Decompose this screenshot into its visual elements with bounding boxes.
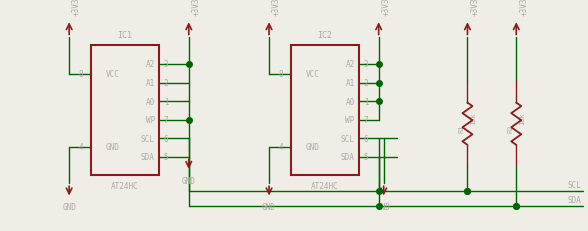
Text: AT24HC: AT24HC (311, 182, 339, 191)
Text: 6: 6 (364, 134, 368, 143)
Text: 7: 7 (164, 116, 168, 125)
Text: +3V3: +3V3 (382, 0, 390, 16)
Text: 1: 1 (164, 97, 168, 106)
Text: GND: GND (62, 202, 76, 211)
Text: AT24HC: AT24HC (111, 182, 139, 191)
Bar (291, 46, 359, 176)
Text: A2: A2 (345, 60, 355, 69)
Text: SCL: SCL (567, 181, 581, 190)
Text: R2: R2 (507, 124, 513, 133)
Text: 10k: 10k (519, 112, 525, 124)
Text: GND: GND (306, 143, 320, 152)
Bar (91, 46, 159, 176)
Text: VCC: VCC (306, 70, 320, 79)
Text: A1: A1 (345, 79, 355, 88)
Text: 2: 2 (364, 79, 368, 88)
Text: 10k: 10k (470, 112, 476, 124)
Text: SCL: SCL (141, 134, 155, 143)
Text: 5: 5 (164, 153, 168, 161)
Text: 1: 1 (364, 97, 368, 106)
Text: GND: GND (106, 143, 120, 152)
Text: SDA: SDA (567, 196, 581, 205)
Text: IC1: IC1 (118, 31, 132, 40)
Text: 8: 8 (79, 70, 83, 79)
Text: R1: R1 (459, 124, 465, 133)
Text: +3V3: +3V3 (519, 0, 528, 16)
Text: +3V3: +3V3 (272, 0, 281, 16)
Text: SCL: SCL (341, 134, 355, 143)
Text: IC2: IC2 (318, 31, 332, 40)
Text: A2: A2 (145, 60, 155, 69)
Text: 4: 4 (79, 143, 83, 152)
Text: A0: A0 (145, 97, 155, 106)
Text: WP: WP (145, 116, 155, 125)
Text: 3: 3 (164, 60, 168, 69)
Text: +3V3: +3V3 (470, 0, 479, 16)
Text: A1: A1 (145, 79, 155, 88)
Text: 3: 3 (364, 60, 368, 69)
Text: GND: GND (182, 176, 196, 185)
Text: A0: A0 (345, 97, 355, 106)
Text: WP: WP (345, 116, 355, 125)
Text: 2: 2 (164, 79, 168, 88)
Text: 5: 5 (364, 153, 368, 161)
Text: +3V3: +3V3 (192, 0, 201, 16)
Text: 4: 4 (279, 143, 283, 152)
Text: SDA: SDA (141, 153, 155, 161)
Text: SDA: SDA (341, 153, 355, 161)
Text: VCC: VCC (106, 70, 120, 79)
Text: 6: 6 (164, 134, 168, 143)
Text: GND: GND (262, 202, 276, 211)
Text: +3V3: +3V3 (72, 0, 81, 16)
Text: 8: 8 (279, 70, 283, 79)
Text: 7: 7 (364, 116, 368, 125)
Text: GND: GND (377, 202, 390, 211)
